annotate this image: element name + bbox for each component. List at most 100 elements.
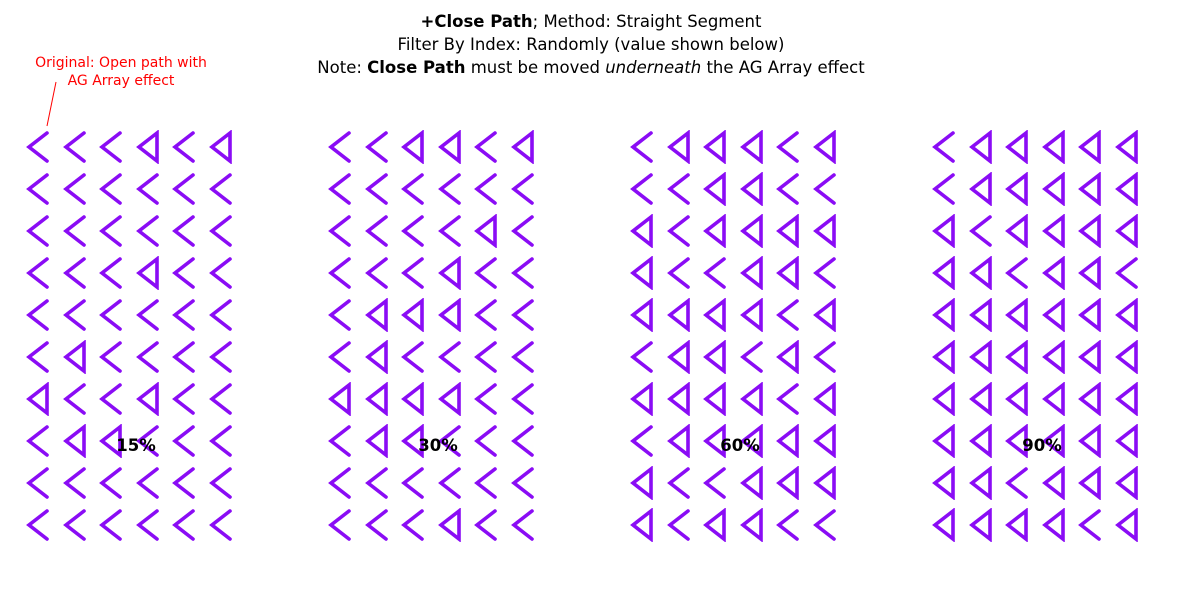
open-chevron-icon	[510, 172, 541, 205]
open-chevron-icon	[328, 172, 358, 205]
closed-triangle-icon	[1078, 298, 1108, 332]
closed-triangle-icon	[364, 424, 395, 458]
open-chevron-icon	[510, 382, 541, 415]
closed-triangle-icon	[1005, 508, 1035, 542]
open-chevron-icon	[135, 214, 166, 247]
open-chevron-icon	[135, 508, 166, 541]
open-chevron-icon	[510, 214, 541, 247]
closed-triangle-icon	[739, 214, 770, 248]
note-prefix: Note:	[317, 58, 368, 77]
open-chevron-icon	[474, 466, 504, 499]
open-chevron-icon	[776, 508, 806, 541]
open-chevron-icon	[172, 256, 202, 289]
open-chevron-icon	[208, 424, 239, 457]
closed-triangle-icon	[1114, 382, 1145, 416]
closed-triangle-icon	[1114, 130, 1145, 164]
open-chevron-icon	[26, 340, 56, 373]
closed-triangle-icon	[968, 172, 999, 206]
closed-triangle-icon	[703, 298, 733, 332]
open-chevron-icon	[172, 508, 202, 541]
open-chevron-icon	[401, 214, 431, 247]
open-chevron-icon	[99, 172, 129, 205]
open-chevron-icon	[510, 298, 541, 331]
closed-triangle-icon	[1041, 466, 1072, 500]
closed-triangle-icon	[703, 508, 733, 542]
open-chevron-icon	[401, 172, 431, 205]
closed-triangle-icon	[437, 382, 468, 416]
open-chevron-icon	[401, 508, 431, 541]
open-chevron-icon	[364, 256, 395, 289]
closed-triangle-icon	[630, 214, 660, 248]
closed-triangle-icon	[401, 382, 431, 416]
open-chevron-icon	[172, 424, 202, 457]
open-chevron-icon	[364, 172, 395, 205]
open-chevron-icon	[208, 172, 239, 205]
original-annotation: Original: Open path with AG Array effect	[16, 54, 226, 90]
closed-triangle-icon	[1005, 340, 1035, 374]
open-chevron-icon	[968, 214, 999, 247]
closed-triangle-icon	[1005, 424, 1035, 458]
open-chevron-icon	[99, 214, 129, 247]
open-chevron-icon	[26, 214, 56, 247]
open-chevron-icon	[364, 130, 395, 163]
closed-triangle-icon	[1041, 214, 1072, 248]
open-chevron-icon	[172, 214, 202, 247]
open-chevron-icon	[812, 172, 843, 205]
panel-label-15: 15%	[116, 436, 156, 455]
closed-triangle-icon	[630, 382, 660, 416]
open-chevron-icon	[776, 172, 806, 205]
closed-triangle-icon	[328, 382, 358, 416]
closed-triangle-icon	[1114, 508, 1145, 542]
open-chevron-icon	[172, 382, 202, 415]
closed-triangle-icon	[1005, 382, 1035, 416]
closed-triangle-icon	[812, 466, 843, 500]
closed-triangle-icon	[62, 340, 93, 374]
open-chevron-icon	[328, 298, 358, 331]
closed-triangle-icon	[776, 256, 806, 290]
open-chevron-icon	[26, 130, 56, 163]
open-chevron-icon	[776, 298, 806, 331]
open-chevron-icon	[812, 508, 843, 541]
open-chevron-icon	[666, 508, 697, 541]
open-chevron-icon	[99, 466, 129, 499]
closed-triangle-icon	[1005, 130, 1035, 164]
closed-triangle-icon	[437, 508, 468, 542]
closed-triangle-icon	[739, 298, 770, 332]
open-chevron-icon	[26, 508, 56, 541]
closed-triangle-icon	[1041, 298, 1072, 332]
closed-triangle-icon	[630, 256, 660, 290]
closed-triangle-icon	[510, 130, 541, 164]
closed-triangle-icon	[739, 424, 770, 458]
open-chevron-icon	[474, 130, 504, 163]
open-chevron-icon	[364, 508, 395, 541]
closed-triangle-icon	[812, 382, 843, 416]
open-chevron-icon	[630, 424, 660, 457]
closed-triangle-icon	[62, 424, 93, 458]
open-chevron-icon	[510, 340, 541, 373]
open-chevron-icon	[510, 508, 541, 541]
open-chevron-icon	[474, 172, 504, 205]
open-chevron-icon	[630, 340, 660, 373]
open-chevron-icon	[666, 172, 697, 205]
closed-triangle-icon	[630, 298, 660, 332]
open-chevron-icon	[172, 340, 202, 373]
open-chevron-icon	[666, 214, 697, 247]
closed-triangle-icon	[1005, 298, 1035, 332]
closed-triangle-icon	[1078, 466, 1108, 500]
open-chevron-icon	[135, 466, 166, 499]
closed-triangle-icon	[666, 298, 697, 332]
closed-triangle-icon	[364, 298, 395, 332]
closed-triangle-icon	[932, 508, 962, 542]
open-chevron-icon	[666, 466, 697, 499]
closed-triangle-icon	[630, 466, 660, 500]
open-chevron-icon	[1078, 508, 1108, 541]
closed-triangle-icon	[1041, 424, 1072, 458]
open-chevron-icon	[437, 424, 468, 457]
open-chevron-icon	[99, 508, 129, 541]
method-text: ; Method: Straight Segment	[532, 12, 762, 31]
closed-triangle-icon	[1041, 382, 1072, 416]
panel-label-60: 60%	[720, 436, 760, 455]
open-chevron-icon	[328, 466, 358, 499]
closed-triangle-icon	[812, 214, 843, 248]
open-chevron-icon	[474, 340, 504, 373]
